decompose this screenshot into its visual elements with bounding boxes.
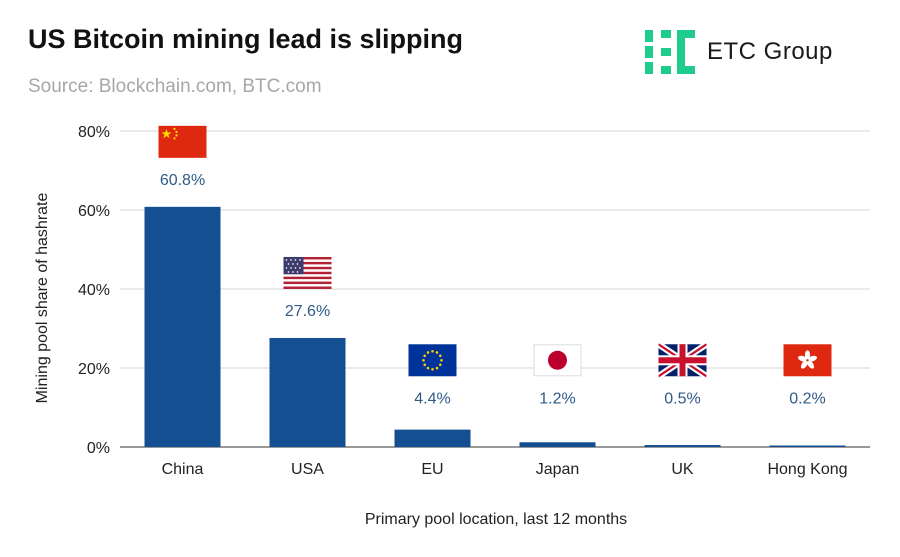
- china-flag-icon: [158, 125, 207, 158]
- bar: [519, 442, 596, 447]
- bar: [644, 445, 721, 447]
- x-tick-label: USA: [291, 461, 324, 478]
- etc-group-logo: ETC Group: [643, 28, 863, 76]
- bar: [144, 206, 221, 447]
- bar: [394, 429, 471, 447]
- data-label: 4.4%: [414, 390, 450, 407]
- x-tick-label: Hong Kong: [767, 461, 847, 478]
- data-label: 60.8%: [160, 172, 205, 189]
- y-tick-label: 0%: [87, 440, 110, 457]
- y-axis-title: Mining pool share of hashrate: [34, 193, 51, 404]
- x-tick-label: EU: [421, 461, 443, 478]
- x-tick-label: China: [162, 461, 204, 478]
- data-label: 0.2%: [789, 390, 825, 407]
- x-tick-label: Japan: [536, 461, 580, 478]
- data-label: 1.2%: [539, 390, 575, 407]
- y-tick-label: 20%: [78, 361, 110, 378]
- eu-flag-icon: [408, 344, 457, 377]
- y-tick-label: 60%: [78, 203, 110, 220]
- data-label: 0.5%: [664, 390, 700, 407]
- japan-flag-icon: [533, 344, 582, 377]
- chart-title: US Bitcoin mining lead is slipping: [28, 24, 464, 54]
- x-axis-title: Primary pool location, last 12 months: [365, 511, 627, 528]
- data-label: 27.6%: [285, 303, 330, 320]
- y-tick-label: 40%: [78, 282, 110, 299]
- x-tick-label: UK: [671, 461, 694, 478]
- etc-logo-icon: [645, 30, 695, 74]
- usa-flag-icon: [283, 256, 332, 289]
- bar: [769, 445, 846, 447]
- chart-source: Source: Blockchain.com, BTC.com: [28, 76, 322, 97]
- uk-flag-icon: [659, 344, 707, 376]
- y-tick-label: 80%: [78, 124, 110, 141]
- logo-text: ETC Group: [707, 38, 833, 65]
- bar: [269, 337, 346, 447]
- hong-kong-flag-icon: [783, 344, 832, 377]
